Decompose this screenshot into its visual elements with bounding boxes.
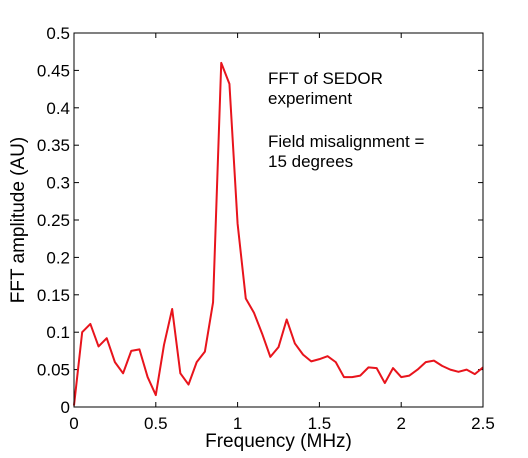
x-tick-label: 0.5 (144, 414, 168, 433)
annotation-line: experiment (268, 89, 352, 108)
y-tick-label: 0.35 (37, 136, 70, 155)
y-tick-label: 0.2 (46, 248, 70, 267)
annotation-line: Field misalignment = (268, 132, 424, 151)
y-tick-label: 0 (61, 398, 70, 417)
y-tick-label: 0.45 (37, 61, 70, 80)
annotation-line: 15 degrees (268, 152, 353, 171)
x-tick-label: 1 (233, 414, 242, 433)
y-tick-label: 0.3 (46, 174, 70, 193)
x-tick-label: 2.5 (471, 414, 495, 433)
y-tick-label: 0.25 (37, 211, 70, 230)
series-line-0 (73, 61, 484, 406)
x-tick-label: 1.5 (308, 414, 332, 433)
y-axis-label: FFT amplitude (AU) (8, 137, 29, 303)
y-tick-label: 0.1 (46, 323, 70, 342)
y-tick-label: 0.4 (46, 99, 70, 118)
y-tick-label: 0.5 (46, 24, 70, 43)
annotation-line: FFT of SEDOR (268, 69, 383, 88)
y-tick-label: 0.05 (37, 361, 70, 380)
x-axis-label: Frequency (MHz) (205, 431, 352, 452)
x-tick-label: 2 (396, 414, 405, 433)
series-layer (73, 61, 484, 406)
plot-frame (73, 32, 484, 408)
x-tick-label: 0 (69, 414, 78, 433)
y-tick-label: 0.15 (37, 286, 70, 305)
tick-labels: 0 0.5 1 1.5 2 2.5 0 0.05 0.1 0.15 0.2 0.25 0.3 0.35 0.… (37, 24, 495, 433)
